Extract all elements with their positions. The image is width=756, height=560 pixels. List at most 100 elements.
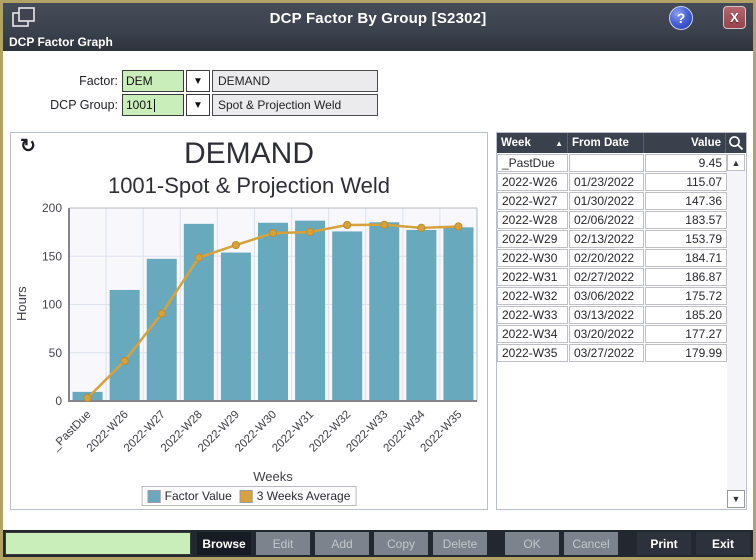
y-tick-label: 150 bbox=[42, 249, 62, 263]
search-icon bbox=[728, 135, 744, 151]
table-cell-value: 115.07 bbox=[645, 173, 727, 191]
table-row[interactable]: 2022-W3102/27/2022186.87 bbox=[497, 268, 728, 286]
table-cell-fromdate: 01/23/2022 bbox=[569, 173, 644, 191]
table-row[interactable]: _PastDue 9.45 bbox=[497, 154, 728, 172]
chart-panel: ↻ DEMAND 1001-Spot & Projection Weld Hou… bbox=[10, 132, 488, 510]
table-cell-value: 186.87 bbox=[645, 268, 727, 286]
chart-legend: Factor Value 3 Weeks Average bbox=[142, 486, 357, 506]
table-cell-week: 2022-W28 bbox=[497, 211, 568, 229]
column-header-week[interactable]: Week ▲ bbox=[497, 133, 568, 153]
line-marker bbox=[84, 394, 91, 401]
column-header-value-label: Value bbox=[691, 137, 721, 149]
table-row[interactable]: 2022-W2701/30/2022147.36 bbox=[497, 192, 728, 210]
bar-factor-value bbox=[332, 231, 362, 401]
y-tick-label: 100 bbox=[42, 298, 62, 312]
dcp-group-input-value: 1001 bbox=[126, 98, 153, 112]
table-cell-value: 184.71 bbox=[645, 249, 727, 267]
factor-description: DEMAND bbox=[212, 70, 378, 92]
status-field[interactable] bbox=[5, 532, 191, 555]
table-cell-fromdate: 03/27/2022 bbox=[569, 344, 644, 362]
table-cell-week: 2022-W26 bbox=[497, 173, 568, 191]
bar-factor-value bbox=[406, 230, 436, 401]
close-button[interactable]: X bbox=[723, 6, 746, 29]
column-header-week-label: Week bbox=[501, 137, 531, 149]
bar-factor-value bbox=[443, 227, 473, 401]
table-cell-week: 2022-W30 bbox=[497, 249, 568, 267]
scroll-up-button[interactable]: ▲ bbox=[727, 154, 745, 171]
chart-xlabel: Weeks bbox=[69, 469, 477, 484]
factor-input[interactable]: DEM bbox=[122, 70, 184, 92]
delete-button: Delete bbox=[433, 532, 487, 555]
line-marker bbox=[381, 221, 388, 228]
exit-button[interactable]: Exit bbox=[696, 532, 750, 555]
scroll-down-button[interactable]: ▼ bbox=[727, 490, 745, 508]
table-scrollbar[interactable]: ▲ ▼ bbox=[727, 154, 745, 508]
table-row[interactable]: 2022-W3002/20/2022184.71 bbox=[497, 249, 728, 267]
bar-factor-value bbox=[110, 290, 140, 401]
button-bar: BrowseEditAddCopyDeleteOKCancelPrintExit bbox=[3, 530, 753, 557]
table-cell-week: 2022-W34 bbox=[497, 325, 568, 343]
legend-label: 3 Weeks Average bbox=[257, 489, 351, 503]
banner: DCP Factor Graph bbox=[3, 33, 753, 51]
table-row[interactable]: 2022-W3403/20/2022177.27 bbox=[497, 325, 728, 343]
table-header: Week ▲ From Date Value bbox=[497, 133, 746, 153]
table-cell-value: 183.57 bbox=[645, 211, 727, 229]
chart-title: DEMAND bbox=[11, 137, 487, 171]
line-marker bbox=[232, 241, 239, 248]
column-header-value[interactable]: Value bbox=[644, 133, 726, 153]
legend-label: Factor Value bbox=[165, 489, 232, 503]
table-row[interactable]: 2022-W3303/13/2022185.20 bbox=[497, 306, 728, 324]
legend-item: 3 Weeks Average bbox=[240, 489, 351, 503]
line-marker bbox=[158, 310, 165, 317]
legend-item: Factor Value bbox=[148, 489, 232, 503]
line-marker bbox=[306, 228, 313, 235]
help-button[interactable]: ? bbox=[669, 6, 693, 30]
y-tick-label: 50 bbox=[49, 346, 63, 360]
data-table-panel: Week ▲ From Date Value _PastDue9.452022-… bbox=[496, 132, 747, 510]
table-cell-fromdate: 03/13/2022 bbox=[569, 306, 644, 324]
table-cell-week: 2022-W32 bbox=[497, 287, 568, 305]
table-cell-week: 2022-W31 bbox=[497, 268, 568, 286]
sort-ascending-icon: ▲ bbox=[551, 139, 563, 148]
browse-button[interactable]: Browse bbox=[197, 532, 251, 555]
line-marker bbox=[195, 254, 202, 261]
dcp-group-input[interactable]: 1001 bbox=[122, 94, 184, 116]
line-marker bbox=[121, 357, 128, 364]
bar-factor-value bbox=[369, 222, 399, 401]
legend-swatch bbox=[148, 490, 161, 503]
column-header-from-date[interactable]: From Date bbox=[568, 133, 644, 153]
table-row[interactable]: 2022-W3503/27/2022179.99 bbox=[497, 344, 728, 362]
text-cursor bbox=[154, 99, 155, 112]
factor-input-value: DEM bbox=[126, 74, 153, 88]
line-marker bbox=[344, 221, 351, 228]
table-cell-value: 177.27 bbox=[645, 325, 727, 343]
search-button[interactable] bbox=[726, 133, 746, 153]
table-cell-fromdate: 03/06/2022 bbox=[569, 287, 644, 305]
table-cell-fromdate bbox=[569, 154, 644, 172]
table-cell-week: 2022-W27 bbox=[497, 192, 568, 210]
table-row[interactable]: 2022-W2601/23/2022115.07 bbox=[497, 173, 728, 191]
table-cell-week: _PastDue bbox=[497, 154, 568, 172]
table-cell-value: 175.72 bbox=[645, 287, 727, 305]
table-cell-week: 2022-W33 bbox=[497, 306, 568, 324]
table-body: _PastDue9.452022-W2601/23/2022115.072022… bbox=[497, 154, 728, 363]
window-title: DCP Factor By Group [S2302] bbox=[3, 10, 753, 27]
table-cell-week: 2022-W35 bbox=[497, 344, 568, 362]
table-cell-fromdate: 02/06/2022 bbox=[569, 211, 644, 229]
table-cell-fromdate: 02/13/2022 bbox=[569, 230, 644, 248]
print-button[interactable]: Print bbox=[637, 532, 691, 555]
table-row[interactable]: 2022-W2802/06/2022183.57 bbox=[497, 211, 728, 229]
table-cell-value: 185.20 bbox=[645, 306, 727, 324]
chart-svg: 050100150200_PastDue2022-W262022-W272022… bbox=[11, 203, 487, 467]
dcp-group-dropdown-button[interactable]: ▼ bbox=[186, 94, 210, 116]
factor-dropdown-button[interactable]: ▼ bbox=[186, 70, 210, 92]
table-cell-week: 2022-W29 bbox=[497, 230, 568, 248]
bar-factor-value bbox=[147, 259, 177, 401]
table-cell-value: 9.45 bbox=[645, 154, 727, 172]
table-cell-fromdate: 01/30/2022 bbox=[569, 192, 644, 210]
table-row[interactable]: 2022-W2902/13/2022153.79 bbox=[497, 230, 728, 248]
table-cell-value: 147.36 bbox=[645, 192, 727, 210]
table-cell-fromdate: 02/20/2022 bbox=[569, 249, 644, 267]
cancel-button: Cancel bbox=[564, 532, 618, 555]
table-row[interactable]: 2022-W3203/06/2022175.72 bbox=[497, 287, 728, 305]
